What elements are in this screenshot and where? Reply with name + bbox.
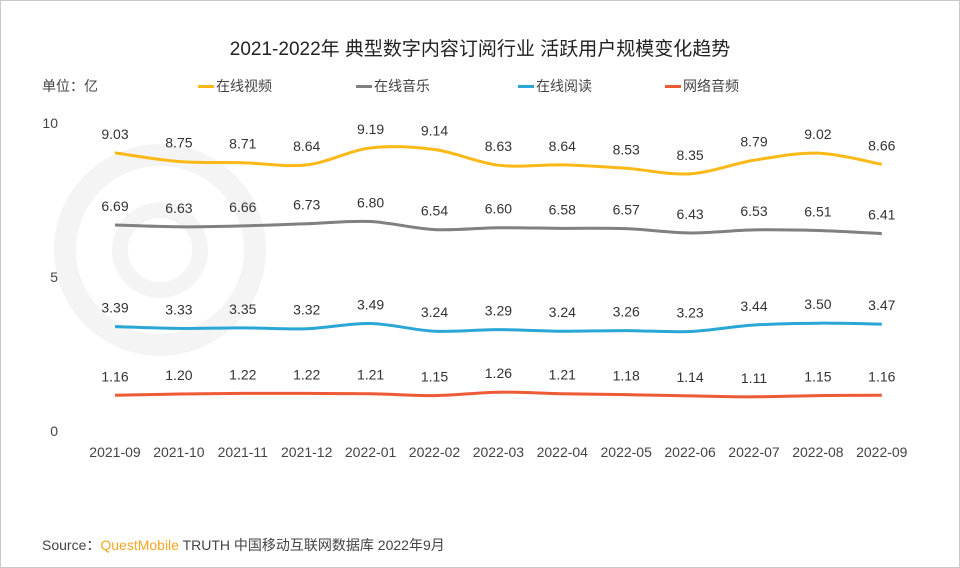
x-tick-label: 2022-09 xyxy=(856,444,908,460)
data-label: 6.41 xyxy=(868,207,895,223)
data-label: 1.21 xyxy=(549,367,576,383)
data-label: 6.69 xyxy=(101,198,128,214)
data-label: 8.64 xyxy=(293,138,320,154)
chart-title: 2021-2022年 典型数字内容订阅行业 活跃用户规模变化趋势 xyxy=(229,39,731,60)
x-tick-label: 2022-08 xyxy=(792,444,844,460)
legend-item: 在线视频 xyxy=(198,76,272,96)
data-label: 8.64 xyxy=(549,138,576,154)
y-tick-label: 10 xyxy=(42,115,58,131)
data-label: 3.35 xyxy=(229,301,256,317)
x-tick-label: 2022-01 xyxy=(345,444,397,460)
data-label: 8.66 xyxy=(868,137,895,153)
data-label: 3.47 xyxy=(868,297,895,313)
data-label: 8.71 xyxy=(229,136,256,152)
data-label: 6.80 xyxy=(357,195,384,211)
data-label: 9.14 xyxy=(421,122,448,138)
data-label: 6.53 xyxy=(740,203,767,219)
series-line xyxy=(114,145,883,176)
source-note: Source：QuestMobile TRUTH 中国移动互联网数据库 2022… xyxy=(42,535,445,555)
x-tick-label: 2021-12 xyxy=(281,444,333,460)
source-text: TRUTH 中国移动互联网数据库 2022年9月 xyxy=(182,537,445,553)
x-tick-label: 2021-09 xyxy=(89,444,141,460)
source-brand: QuestMobile xyxy=(100,537,179,553)
data-label: 1.11 xyxy=(741,370,767,386)
data-label: 6.63 xyxy=(165,200,192,216)
legend-item: 在线音乐 xyxy=(356,76,430,96)
data-label: 8.79 xyxy=(740,133,767,149)
legend-swatch xyxy=(665,84,681,88)
series-line xyxy=(114,321,882,334)
data-label: 1.16 xyxy=(868,368,895,384)
watermark-ring-icon xyxy=(54,144,266,356)
data-label: 6.43 xyxy=(676,206,703,222)
legend-label: 在线视频 xyxy=(216,78,272,94)
source-prefix: Source： xyxy=(42,537,101,553)
data-label: 1.21 xyxy=(357,367,384,383)
x-tick-label: 2021-11 xyxy=(218,444,269,460)
data-label: 3.24 xyxy=(421,304,448,320)
legend-item: 在线阅读 xyxy=(518,76,592,96)
series-line xyxy=(114,390,882,399)
data-label: 3.24 xyxy=(549,304,576,320)
x-tick-label: 2022-02 xyxy=(409,444,461,460)
data-label: 6.57 xyxy=(613,202,640,218)
data-label: 3.23 xyxy=(676,305,703,321)
data-label: 8.53 xyxy=(613,141,640,157)
data-label: 9.03 xyxy=(101,126,128,142)
x-tick-label: 2022-03 xyxy=(473,444,525,460)
x-tick-label: 2022-04 xyxy=(537,444,589,460)
data-label: 3.50 xyxy=(804,296,831,312)
x-tick-label: 2022-07 xyxy=(728,444,780,460)
data-label: 6.73 xyxy=(293,197,320,213)
data-label: 1.18 xyxy=(613,368,640,384)
data-label: 6.51 xyxy=(804,203,831,219)
legend-swatch xyxy=(356,84,372,88)
data-label: 8.75 xyxy=(165,135,192,151)
data-label: 1.15 xyxy=(421,369,448,385)
data-label: 3.33 xyxy=(165,301,192,317)
x-tick-label: 2021-10 xyxy=(153,444,205,460)
y-tick-label: 0 xyxy=(50,423,58,439)
legend-label: 在线阅读 xyxy=(536,78,592,94)
data-label: 9.02 xyxy=(804,126,831,142)
data-label: 8.63 xyxy=(485,138,512,154)
legend-swatch xyxy=(198,84,214,88)
data-label: 3.44 xyxy=(740,298,767,314)
data-label: 1.22 xyxy=(293,366,320,382)
data-label: 1.22 xyxy=(229,366,256,382)
legend-label: 在线音乐 xyxy=(374,78,430,94)
data-label: 1.15 xyxy=(804,369,831,385)
data-label: 1.26 xyxy=(485,365,512,381)
data-label: 1.20 xyxy=(165,367,192,383)
data-label: 6.54 xyxy=(421,203,448,219)
data-label: 1.14 xyxy=(676,369,703,385)
data-label: 1.16 xyxy=(101,368,128,384)
data-label: 6.60 xyxy=(485,201,512,217)
data-label: 6.58 xyxy=(549,201,576,217)
watermark-inner-icon xyxy=(112,202,208,298)
data-label: 3.49 xyxy=(357,297,384,313)
data-label: 3.32 xyxy=(293,302,320,318)
legend-swatch xyxy=(518,84,534,88)
data-label: 3.26 xyxy=(613,304,640,320)
data-label: 9.19 xyxy=(357,121,384,137)
legend-label: 网络音频 xyxy=(683,78,739,94)
data-label: 3.39 xyxy=(101,300,128,316)
data-label: 6.66 xyxy=(229,199,256,215)
y-tick-label: 5 xyxy=(50,269,58,285)
x-tick-label: 2022-05 xyxy=(601,444,653,460)
x-tick-label: 2022-06 xyxy=(664,444,716,460)
legend-item: 网络音频 xyxy=(665,76,739,96)
data-label: 8.35 xyxy=(676,147,703,163)
unit-label: 单位：亿 xyxy=(42,78,98,94)
series-line xyxy=(114,219,882,236)
data-label: 3.29 xyxy=(485,303,512,319)
